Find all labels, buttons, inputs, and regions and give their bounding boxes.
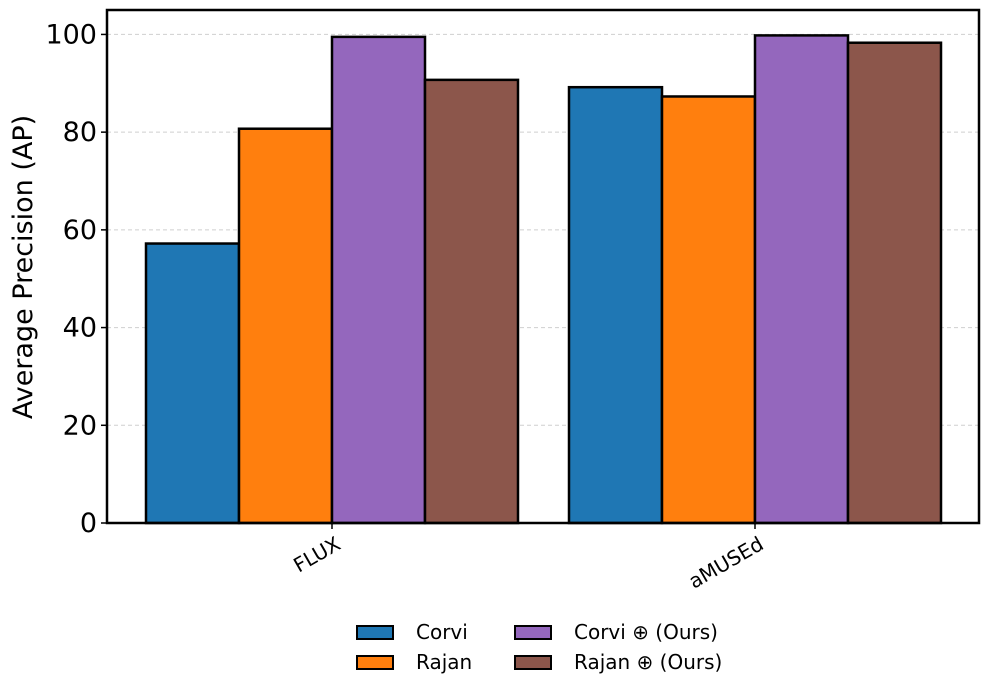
legend-label-rajan: Rajan [416, 650, 473, 674]
legend-label-corvi-ours: Corvi ⊕ (Ours) [574, 620, 718, 644]
legend-swatch-rajan [356, 654, 394, 670]
y-tick-label-100: 100 [45, 19, 97, 50]
legend: Corvi Rajan Corvi ⊕ (Ours) Rajan ⊕ (Ours… [356, 618, 756, 680]
legend-item-rajan: Rajan [356, 648, 472, 676]
y-tick-label-20: 20 [63, 410, 97, 441]
bar-amused-corvi [567, 85, 664, 525]
legend-item-corvi: Corvi [356, 618, 468, 646]
x-tick-label-amused: aMUSEd [684, 532, 767, 594]
plot-frame [105, 8, 981, 525]
y-tick-label-80: 80 [63, 117, 97, 148]
y-axis-label: Average Precision (AP) [8, 115, 39, 419]
bar-flux-corvi [144, 242, 241, 525]
legend-item-rajan-ours: Rajan ⊕ (Ours) [514, 648, 722, 676]
bar-amused-rajan-plus-ours [846, 41, 943, 525]
legend-swatch-corvi-ours [514, 624, 552, 640]
y-tick-label-60: 60 [63, 215, 97, 246]
bar-flux-rajan [237, 127, 334, 525]
y-tick-label-0: 0 [80, 508, 97, 539]
legend-swatch-corvi [356, 624, 394, 640]
x-axis-ticks: FLUX aMUSEd [289, 523, 768, 594]
x-tick-label-flux: FLUX [289, 531, 345, 577]
legend-label-rajan-ours: Rajan ⊕ (Ours) [574, 650, 723, 674]
bar-flux-rajan-plus-ours [423, 78, 520, 525]
bar-flux-corvi-plus-ours [330, 35, 427, 525]
legend-swatch-rajan-ours [514, 654, 552, 670]
bars-group [144, 34, 943, 525]
y-axis-ticks: 0 20 40 60 80 100 [45, 19, 107, 539]
bar-amused-rajan [660, 95, 757, 525]
grid-lines [107, 33, 979, 426]
legend-label-corvi: Corvi [416, 620, 468, 644]
bar-amused-corvi-plus-ours [753, 34, 850, 525]
y-tick-label-40: 40 [63, 313, 97, 344]
legend-item-corvi-ours: Corvi ⊕ (Ours) [514, 618, 718, 646]
